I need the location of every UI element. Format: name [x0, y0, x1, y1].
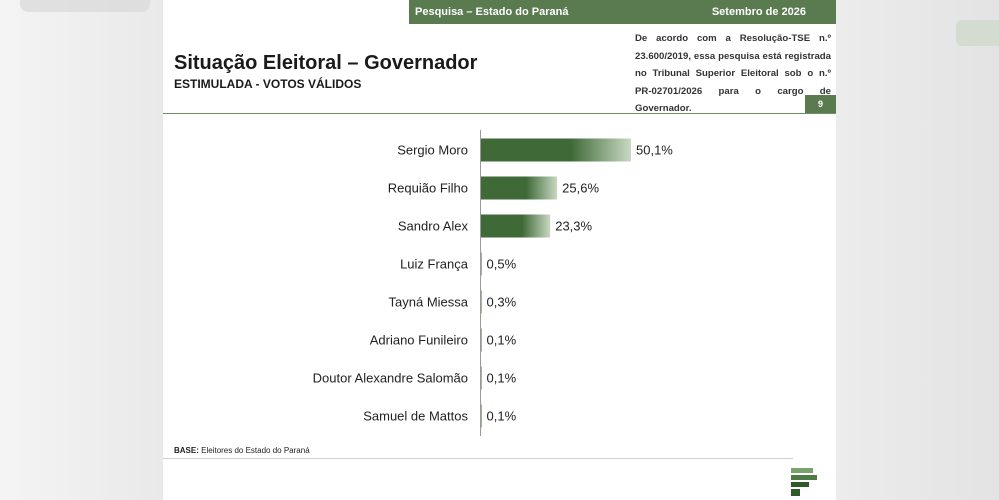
page-title: Situação Eleitoral – Governador: [174, 52, 478, 74]
bar: [480, 138, 631, 162]
background-smudge: [956, 20, 999, 46]
category-label: Sergio Moro: [397, 143, 468, 158]
category-label: Samuel de Mattos: [363, 409, 468, 424]
category-label: Luiz França: [400, 257, 469, 272]
value-label: 0,1%: [487, 333, 517, 348]
header-divider: [163, 113, 836, 114]
base-note: BASE: Eleitores do Estado do Paraná: [174, 446, 310, 455]
bar: [480, 176, 558, 200]
value-label: 25,6%: [562, 181, 599, 196]
background-smudge: [20, 0, 150, 12]
value-label: 0,5%: [487, 257, 517, 272]
value-label: 50,1%: [636, 143, 673, 158]
value-label: 23,3%: [555, 219, 592, 234]
header-bar: Pesquisa – Estado do Paraná Setembro de …: [409, 0, 836, 24]
base-label: BASE:: [174, 446, 199, 455]
institute-logo: [791, 468, 817, 496]
page-subtitle: ESTIMULADA - VOTOS VÁLIDOS: [174, 77, 362, 91]
category-label: Sandro Alex: [398, 219, 469, 234]
base-text: Eleitores do Estado do Paraná: [201, 446, 310, 455]
value-label: 0,1%: [487, 371, 517, 386]
bar-chart: Sergio Moro 50,1% Requião Filho 25,6% Sandro…: [313, 138, 673, 428]
header-survey: Pesquisa – Estado do Paraná: [415, 6, 569, 18]
category-label: Tayná Miessa: [389, 295, 469, 310]
background-right: [836, 0, 999, 500]
legal-notice: De acordo com a Resolução-TSE n.º 23.600…: [635, 33, 831, 114]
value-label: 0,1%: [487, 409, 517, 424]
category-label: Adriano Funileiro: [370, 333, 468, 348]
value-label: 0,3%: [487, 295, 517, 310]
page-number: 9: [805, 95, 836, 114]
header-date: Setembro de 2026: [711, 6, 806, 18]
background-left: [0, 0, 163, 500]
category-label: Requião Filho: [388, 181, 468, 196]
chart-axis: [480, 130, 481, 436]
slide: Pesquisa – Estado do Paraná Setembro de …: [163, 0, 836, 500]
footer-divider: [163, 458, 793, 459]
bar: [480, 214, 551, 238]
category-label: Doutor Alexandre Salomão: [313, 371, 468, 386]
